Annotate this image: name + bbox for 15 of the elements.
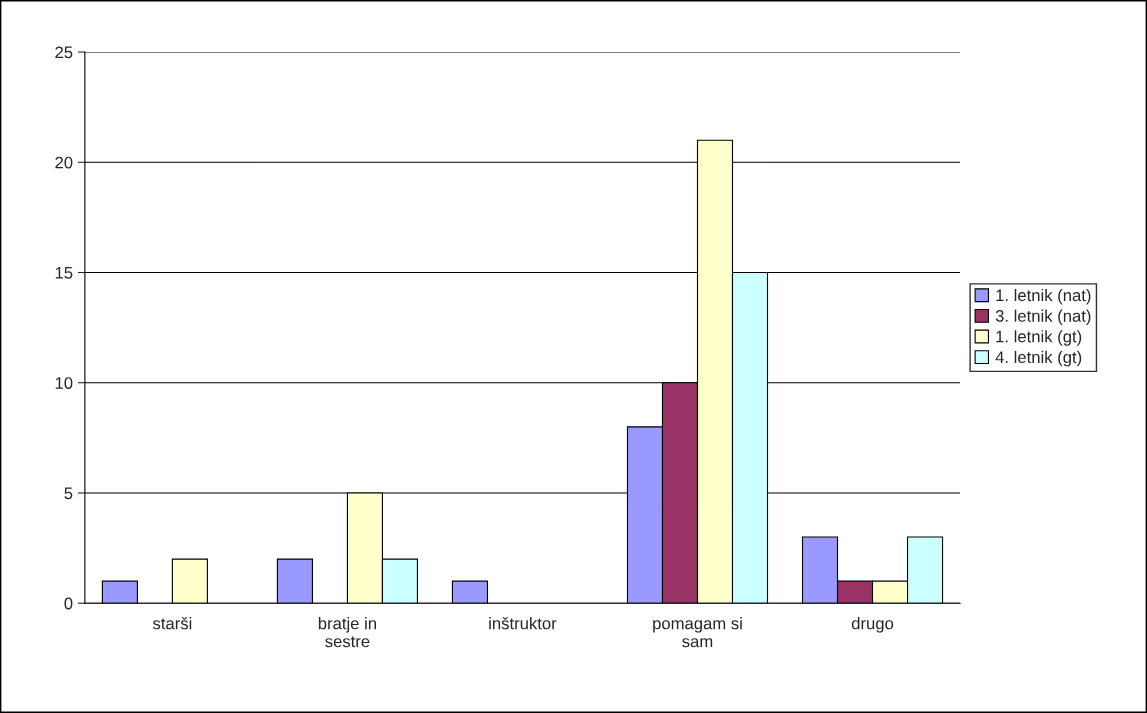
- legend-label: 1. letnik (gt): [996, 330, 1082, 346]
- legend-label: 4. letnik (gt): [995, 350, 1082, 367]
- x-tick-label: pomagam si sam: [653, 617, 742, 648]
- y-tick-label: 20: [55, 156, 73, 169]
- y-tick-label: 0: [64, 597, 73, 610]
- y-tick-label: 25: [55, 46, 73, 59]
- y-tick-label: 15: [55, 267, 73, 279]
- y-tick-label: 5: [64, 487, 73, 500]
- x-tick-label: drugo: [851, 617, 894, 633]
- x-tick-label: bratje in sestre: [318, 617, 376, 648]
- y-tick-label: 10: [55, 377, 73, 389]
- x-tick-label: inštruktor: [489, 617, 557, 630]
- legend-label: 1. letnik (nat): [996, 288, 1091, 305]
- x-tick-label: starši: [152, 617, 192, 630]
- legend-label: 3. letnik (nat): [995, 309, 1091, 326]
